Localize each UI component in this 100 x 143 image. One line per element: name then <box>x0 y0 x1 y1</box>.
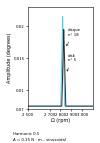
Text: disque
n° 18: disque n° 18 <box>67 28 81 46</box>
Text: Harmonic 0.5: Harmonic 0.5 <box>13 132 39 136</box>
Text: A = 0.25 N · m – sinusoidal: A = 0.25 N · m – sinusoidal <box>13 138 66 142</box>
X-axis label: Ω (rpm): Ω (rpm) <box>51 118 70 123</box>
Y-axis label: Amplitude (degrees): Amplitude (degrees) <box>7 33 12 83</box>
Text: disk
n° 5: disk n° 5 <box>67 54 76 71</box>
